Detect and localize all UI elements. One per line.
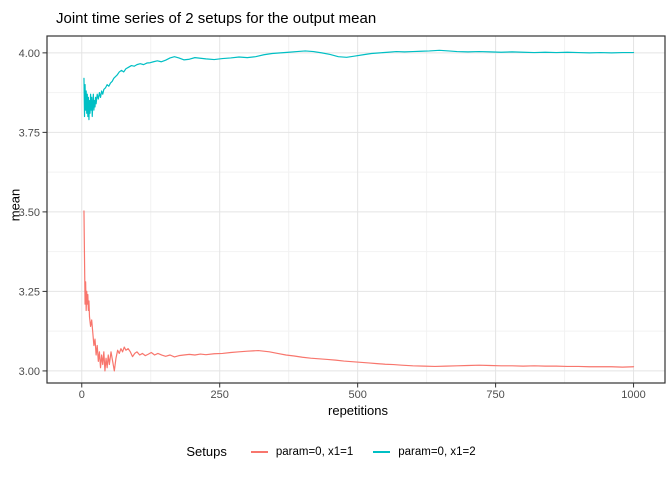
x-tick-label: 500: [348, 389, 366, 401]
x-tick-label: 1000: [621, 389, 645, 401]
series-line-1: [83, 49, 635, 121]
chart-title: Joint time series of 2 setups for the ou…: [56, 10, 377, 27]
y-tick-label: 3.50: [19, 207, 40, 219]
legend-item-label: param=0, x1=2: [398, 445, 476, 458]
x-axis-title: repetitions: [328, 403, 388, 418]
x-tick-label: 250: [211, 389, 229, 401]
series-line-0: [83, 210, 635, 372]
y-tick-label: 3.25: [19, 286, 40, 298]
legend-item: param=0, x1=1: [250, 445, 354, 458]
y-tick-label: 3.75: [19, 127, 40, 139]
legend-title: Setups: [186, 444, 227, 459]
y-tick-label: 3.00: [19, 366, 40, 378]
x-tick-label: 0: [79, 389, 85, 401]
legend-key-line: [373, 450, 391, 453]
x-tick-label: 750: [486, 389, 504, 401]
panel-background: [47, 36, 665, 383]
legend-item: param=0, x1=2: [373, 445, 476, 458]
legend: Setups param=0, x1=1 param=0, x1=2: [0, 444, 672, 459]
panel-border: [46, 35, 666, 384]
legend-key-line: [250, 450, 268, 453]
y-tick-label: 4.00: [19, 48, 40, 60]
legend-items: param=0, x1=1 param=0, x1=2: [241, 446, 486, 458]
legend-item-label: param=0, x1=1: [275, 445, 354, 458]
